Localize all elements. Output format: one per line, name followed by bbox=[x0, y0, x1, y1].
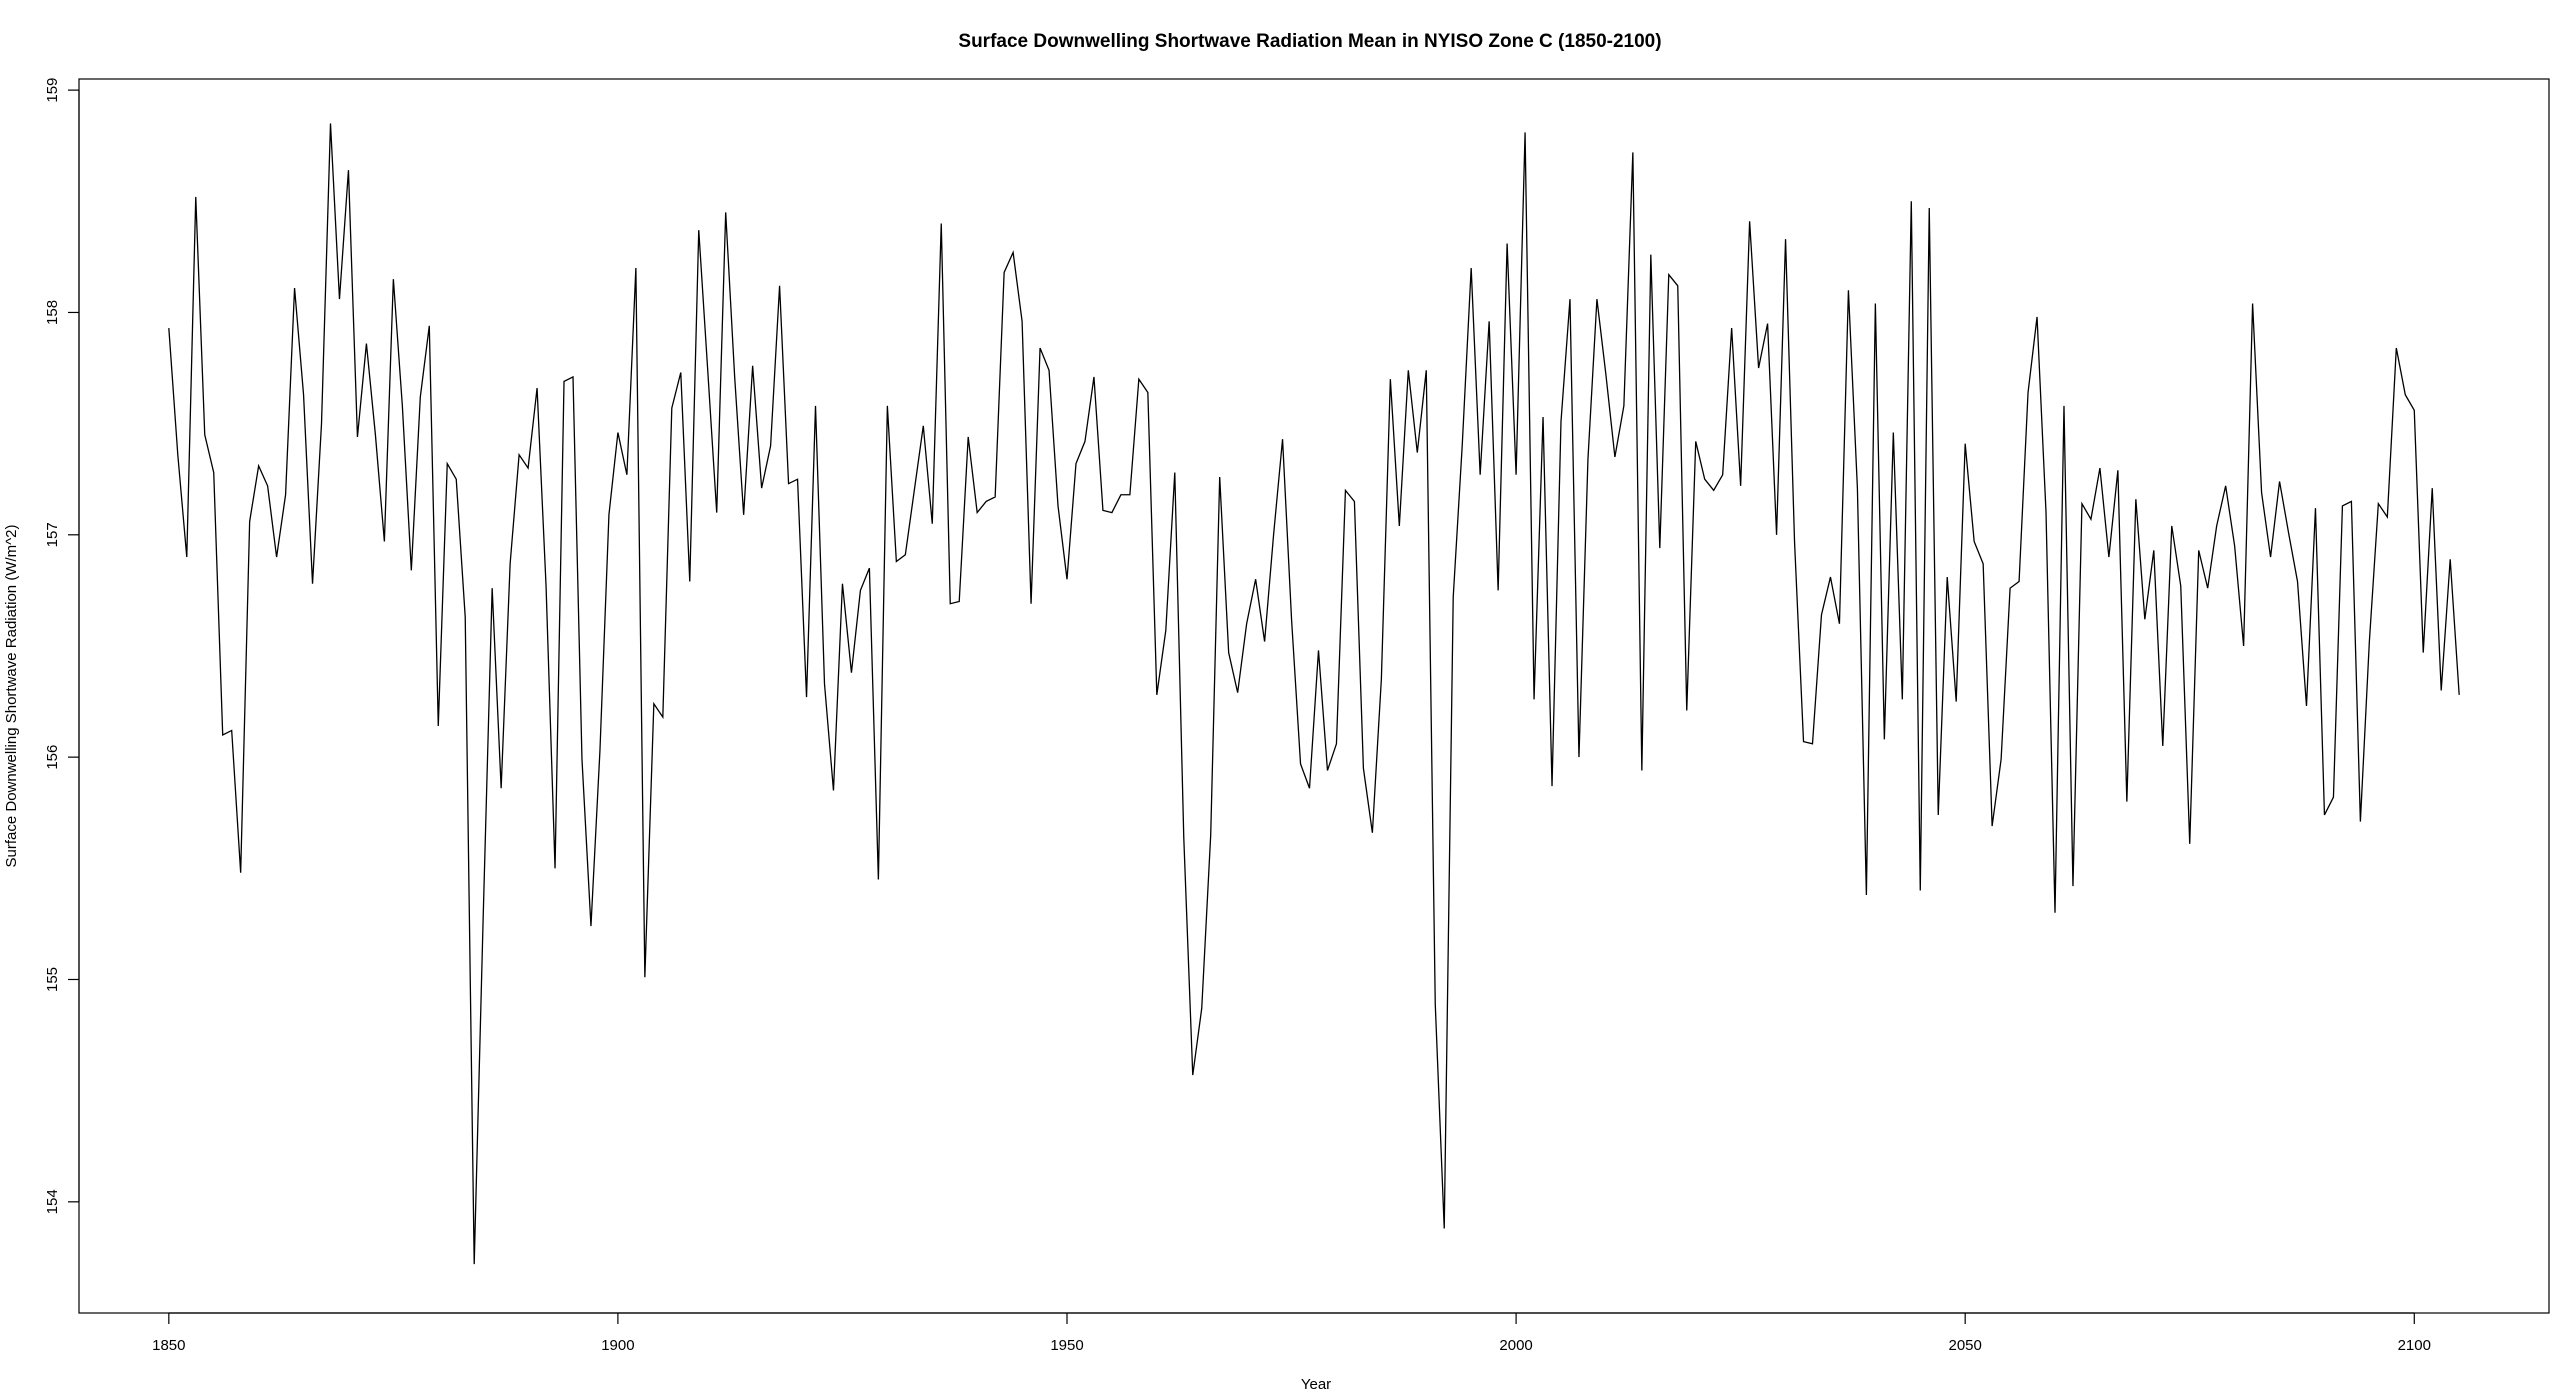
x-tick-label-2100: 2100 bbox=[2398, 1337, 2431, 1354]
x-tick-label-2050: 2050 bbox=[1948, 1337, 1981, 1354]
chart-title: Surface Downwelling Shortwave Radiation … bbox=[958, 31, 1661, 52]
x-axis: 1850 1900 1950 2000 2050 2100 bbox=[152, 1312, 2431, 1354]
series-line bbox=[168, 123, 2460, 1265]
x-axis-title: Year bbox=[1301, 1376, 1331, 1393]
x-tick-label-1950: 1950 bbox=[1050, 1337, 1083, 1354]
y-tick-label-158: 158 bbox=[44, 300, 61, 325]
y-tick-label-154: 154 bbox=[44, 1189, 61, 1214]
y-tick-label-159: 159 bbox=[44, 78, 61, 103]
y-axis-title: Surface Downwelling Shortwave Radiation … bbox=[3, 524, 20, 867]
y-tick-label-156: 156 bbox=[44, 745, 61, 770]
plot-frame bbox=[78, 78, 2550, 1314]
y-axis: 154 155 156 157 158 159 bbox=[44, 78, 80, 1214]
x-tick-label-1850: 1850 bbox=[152, 1337, 185, 1354]
y-tick-label-155: 155 bbox=[44, 967, 61, 992]
y-tick-label-157: 157 bbox=[44, 522, 61, 547]
data-points bbox=[168, 123, 2460, 1265]
x-tick-label-2000: 2000 bbox=[1499, 1337, 1532, 1354]
x-tick-label-1900: 1900 bbox=[601, 1337, 634, 1354]
